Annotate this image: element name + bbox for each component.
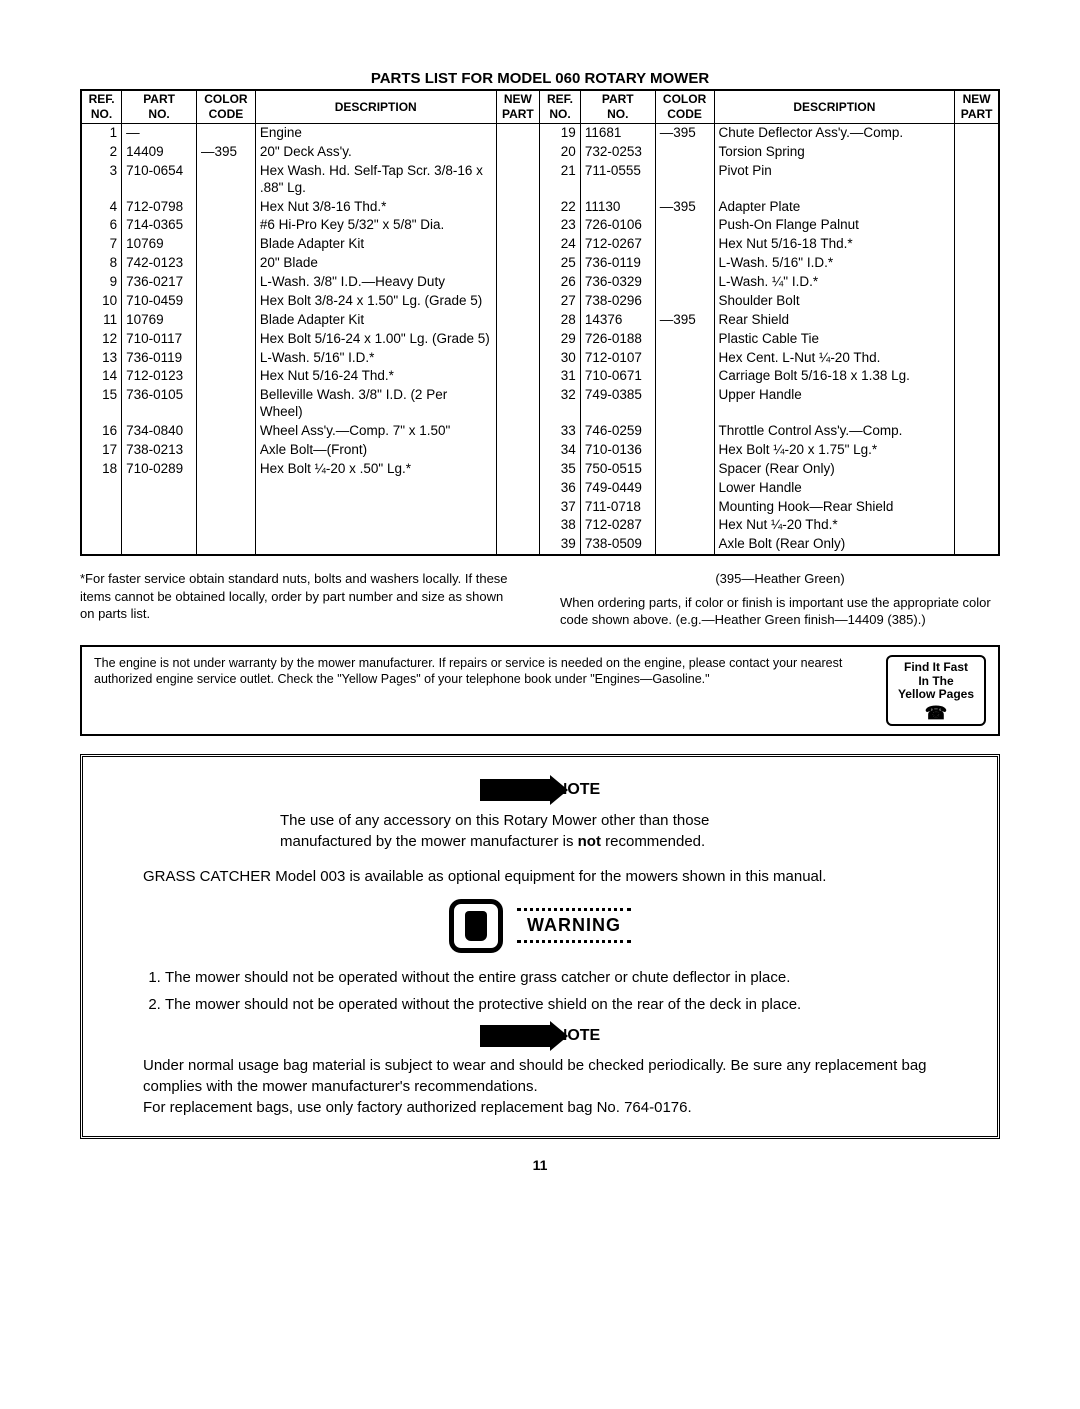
th-new-2: NEWPART [955, 90, 999, 124]
yp-line2: In The [894, 675, 978, 689]
th-new-1: NEWPART [496, 90, 540, 124]
arrow-icon [480, 779, 550, 801]
th-part-1: PARTNO. [122, 90, 197, 124]
table-row: 38712-0287Hex Nut ¼-20 Thd.* [81, 516, 999, 535]
note-2a-text: Under normal usage bag material is subje… [143, 1055, 937, 1097]
table-row: 3710-0654Hex Wash. Hd. Self-Tap Scr. 3/8… [81, 162, 999, 198]
yellow-pages-badge: Find It Fast In The Yellow Pages ☎ [886, 655, 986, 726]
table-row: 36749-0449Lower Handle [81, 479, 999, 498]
th-color-2: COLORCODE [655, 90, 714, 124]
warning-label: WARNING [517, 908, 631, 943]
table-row: 10710-0459Hex Bolt 3/8-24 x 1.50" Lg. (G… [81, 292, 999, 311]
table-row: 12710-0117Hex Bolt 5/16-24 x 1.00" Lg. (… [81, 330, 999, 349]
footnote-right: When ordering parts, if color or finish … [560, 594, 1000, 629]
table-row: 214409—39520" Deck Ass'y.20732-0253Torsi… [81, 143, 999, 162]
note-1-text: The use of any accessory on this Rotary … [280, 810, 800, 852]
note-2b-text: For replacement bags, use only factory a… [143, 1097, 937, 1118]
note-header-1: NOTE [143, 779, 937, 801]
th-ref-1: REF.NO. [81, 90, 122, 124]
table-row: 1110769Blade Adapter Kit2814376—395Rear … [81, 311, 999, 330]
engine-notice-box: The engine is not under warranty by the … [80, 645, 1000, 736]
arrow-icon [480, 1025, 550, 1047]
th-desc-1: DESCRIPTION [255, 90, 496, 124]
notes-section: NOTE The use of any accessory on this Ro… [80, 754, 1000, 1139]
th-ref-2: REF.NO. [540, 90, 581, 124]
note-header-2: NOTE [143, 1025, 937, 1047]
page-number: 11 [80, 1157, 1000, 1173]
th-color-1: COLORCODE [197, 90, 256, 124]
phone-icon: ☎ [894, 704, 978, 722]
engine-notice-text: The engine is not under warranty by the … [94, 655, 876, 688]
color-code-note: (395—Heather Green) [560, 570, 1000, 588]
table-row: 39738-0509Axle Bolt (Rear Only) [81, 535, 999, 555]
table-row: 17738-0213Axle Bolt—(Front)34710-0136Hex… [81, 441, 999, 460]
table-row: 37711-0718Mounting Hook—Rear Shield [81, 498, 999, 517]
table-row: 14712-0123Hex Nut 5/16-24 Thd.*31710-067… [81, 367, 999, 386]
table-row: 8742-012320" Blade25736-0119L-Wash. 5/16… [81, 254, 999, 273]
warning-list: The mower should not be operated without… [165, 967, 937, 1015]
warning-header: WARNING [143, 899, 937, 953]
yp-line3: Yellow Pages [894, 688, 978, 702]
page-title: PARTS LIST FOR MODEL 060 ROTARY MOWER [80, 70, 1000, 87]
footnotes: *For faster service obtain standard nuts… [80, 570, 1000, 629]
table-row: 15736-0105Belleville Wash. 3/8" I.D. (2 … [81, 386, 999, 422]
table-row: 6714-0365#6 Hi-Pro Key 5/32" x 5/8" Dia.… [81, 216, 999, 235]
stop-hand-icon [449, 899, 503, 953]
grass-catcher-text: GRASS CATCHER Model 003 is available as … [143, 866, 937, 887]
table-row: 1—Engine1911681—395Chute Deflector Ass'y… [81, 124, 999, 143]
table-row: 16734-0840Wheel Ass'y.—Comp. 7" x 1.50"3… [81, 422, 999, 441]
parts-table: REF.NO. PARTNO. COLORCODE DESCRIPTION NE… [80, 89, 1000, 556]
yp-line1: Find It Fast [894, 661, 978, 675]
warning-item-2: The mower should not be operated without… [165, 994, 937, 1015]
warning-item-1: The mower should not be operated without… [165, 967, 937, 988]
th-desc-2: DESCRIPTION [714, 90, 955, 124]
table-row: 4712-0798Hex Nut 3/8-16 Thd.*2211130—395… [81, 198, 999, 217]
th-part-2: PARTNO. [580, 90, 655, 124]
footnote-left: *For faster service obtain standard nuts… [80, 570, 520, 629]
table-row: 13736-0119L-Wash. 5/16" I.D.*30712-0107H… [81, 349, 999, 368]
table-row: 710769Blade Adapter Kit24712-0267Hex Nut… [81, 235, 999, 254]
table-row: 9736-0217L-Wash. 3/8" I.D.—Heavy Duty267… [81, 273, 999, 292]
table-row: 18710-0289Hex Bolt ¼-20 x .50" Lg.*35750… [81, 460, 999, 479]
